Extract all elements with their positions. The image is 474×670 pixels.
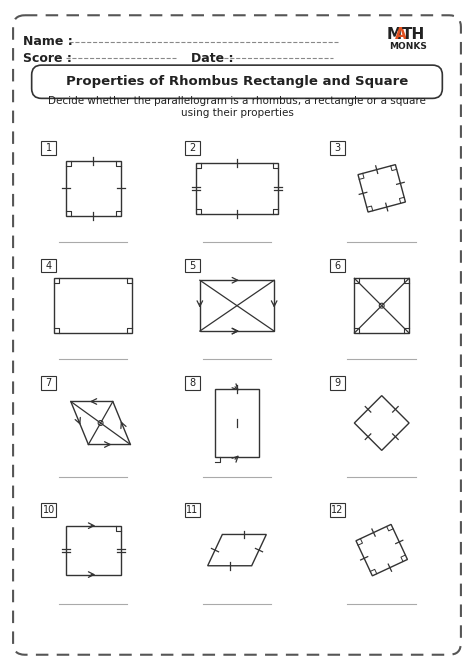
FancyBboxPatch shape — [330, 376, 345, 390]
Text: 8: 8 — [190, 378, 196, 388]
Text: Date :: Date : — [191, 52, 234, 65]
Text: 4: 4 — [46, 261, 52, 271]
Text: 6: 6 — [334, 261, 340, 271]
Text: 11: 11 — [186, 505, 199, 515]
FancyBboxPatch shape — [41, 141, 56, 155]
FancyBboxPatch shape — [185, 376, 200, 390]
Text: 10: 10 — [43, 505, 55, 515]
Text: Name :: Name : — [23, 35, 73, 48]
Text: A: A — [394, 27, 406, 42]
Text: TH: TH — [402, 27, 426, 42]
Text: MONKS: MONKS — [390, 42, 428, 51]
Text: 3: 3 — [334, 143, 340, 153]
Text: Decide whether the parallelogram is a rhombus, a rectangle or a square
using the: Decide whether the parallelogram is a rh… — [48, 96, 426, 118]
FancyBboxPatch shape — [41, 259, 56, 273]
FancyBboxPatch shape — [185, 259, 200, 273]
Text: M: M — [387, 27, 402, 42]
Text: 7: 7 — [46, 378, 52, 388]
FancyBboxPatch shape — [185, 141, 200, 155]
Text: 9: 9 — [334, 378, 340, 388]
Text: Properties of Rhombus Rectangle and Square: Properties of Rhombus Rectangle and Squa… — [66, 75, 408, 88]
FancyBboxPatch shape — [185, 503, 200, 517]
FancyBboxPatch shape — [41, 376, 56, 390]
FancyBboxPatch shape — [330, 141, 345, 155]
FancyBboxPatch shape — [330, 259, 345, 273]
Text: 1: 1 — [46, 143, 52, 153]
Text: Score :: Score : — [23, 52, 72, 65]
Text: 2: 2 — [190, 143, 196, 153]
FancyBboxPatch shape — [32, 65, 442, 98]
Text: 5: 5 — [190, 261, 196, 271]
Text: 12: 12 — [331, 505, 343, 515]
FancyBboxPatch shape — [330, 503, 345, 517]
FancyBboxPatch shape — [41, 503, 56, 517]
